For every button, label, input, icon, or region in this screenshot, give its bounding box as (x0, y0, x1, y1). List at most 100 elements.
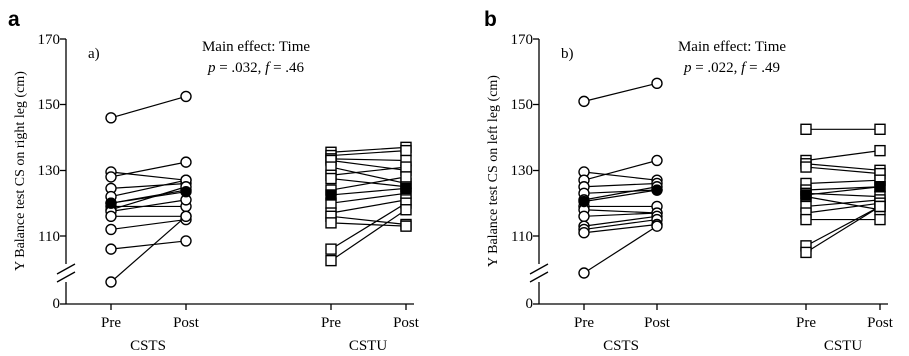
pre-point (105, 243, 117, 255)
group-label: CSTU (824, 338, 863, 354)
post-point (874, 123, 886, 135)
post-point (180, 210, 192, 223)
subject-line (805, 150, 881, 162)
effect-stat: p = .032, f = .46 (207, 60, 305, 76)
panel-a: a a) Main effect: Time p = .032, f = .46… (8, 8, 420, 354)
panel-b: b b) Main effect: Time p = .022, f = .49… (484, 8, 894, 354)
subject-line (805, 186, 881, 191)
subject-line (110, 199, 187, 212)
panel-sublabel: a) (88, 46, 100, 62)
x-tick-label: Pre (574, 315, 594, 331)
post-point (651, 154, 663, 167)
subject-markers (105, 90, 412, 288)
subject-line (583, 215, 658, 227)
subject-line (583, 225, 658, 274)
subject-line (583, 159, 658, 181)
pre-point (325, 217, 337, 229)
subject-lines (583, 82, 881, 274)
group-label: CSTU (349, 338, 388, 354)
subject-line (805, 205, 881, 253)
mean-post-point (651, 184, 663, 196)
x-tick-label: Pre (321, 315, 341, 331)
y-tick-label: 110 (38, 229, 60, 245)
post-point (180, 235, 192, 247)
pre-point (578, 95, 590, 108)
y-tick-label: 150 (511, 97, 534, 113)
y-axis-label: Y Balance test CS on right leg (cm) (13, 71, 28, 271)
x-tick-label: Post (644, 315, 671, 331)
effect-stat-f: f (265, 60, 271, 76)
subject-line (110, 215, 187, 283)
mean-pre-point (800, 189, 812, 201)
pre-point (325, 172, 337, 185)
mean-pre-point (578, 195, 590, 208)
subject-line (330, 177, 407, 188)
axis-break-mark (529, 263, 549, 275)
subject-line (110, 218, 187, 231)
axis-break-mark (56, 271, 76, 283)
subject-line (330, 215, 407, 226)
axis-break-mark (529, 271, 549, 283)
y-tick-label: 0 (526, 296, 534, 312)
subject-line (805, 163, 881, 171)
subject-line (330, 158, 407, 162)
mean-pre-point (325, 189, 337, 201)
effect-stat-f-value: = .49 (745, 60, 780, 76)
pre-point (800, 123, 812, 135)
y-tick-label: 130 (38, 163, 61, 179)
pre-point (105, 171, 117, 183)
post-point (180, 90, 192, 103)
subject-line (330, 192, 407, 204)
pre-point (578, 267, 590, 279)
panel-letter: a (8, 8, 20, 31)
post-point (400, 171, 412, 183)
subject-line (110, 186, 187, 211)
subject-line (805, 199, 881, 208)
subject-line (805, 166, 881, 175)
pre-point (578, 210, 590, 223)
subject-line (583, 186, 658, 201)
effect-title: Main effect: Time (202, 39, 310, 55)
post-point (400, 204, 412, 216)
mean-line (805, 186, 881, 196)
mean-line (583, 189, 658, 203)
post-point (400, 161, 412, 173)
axis-break-mark (56, 263, 76, 275)
pre-point (105, 112, 117, 124)
x-tick-label: Pre (101, 315, 121, 331)
pre-point (105, 223, 117, 236)
effect-stat-p: p (207, 60, 216, 76)
y-tick-label: 170 (511, 32, 534, 48)
pre-point (800, 246, 812, 259)
pre-point (800, 161, 812, 173)
subject-markers (578, 77, 886, 279)
mean-pre-point (105, 197, 117, 209)
effect-stat-p-value: = .032, (215, 60, 265, 76)
subject-line (330, 150, 407, 157)
subject-line (110, 161, 187, 178)
post-point (874, 213, 886, 226)
subject-line (805, 179, 881, 185)
panel-sublabel: b) (561, 46, 574, 62)
subject-line (110, 240, 187, 250)
subject-line (330, 146, 407, 153)
plot-area (105, 90, 412, 288)
post-point (400, 144, 412, 157)
subject-line (583, 212, 658, 217)
effect-stat-p-value: = .022, (691, 60, 741, 76)
subject-line (330, 199, 407, 214)
mean-line (330, 187, 407, 196)
mean-post-point (400, 182, 412, 195)
effect-title: Main effect: Time (678, 39, 786, 55)
mean-post-point (180, 185, 192, 198)
x-tick-label: Post (173, 315, 200, 331)
pre-point (105, 210, 117, 223)
subject-line (330, 166, 407, 185)
subject-line (583, 218, 658, 231)
y-axis-label: Y Balance test CS on left leg (cm) (486, 75, 501, 267)
group-label: CSTS (130, 338, 166, 354)
subject-line (583, 82, 658, 102)
mean-line (110, 191, 187, 204)
subject-line (330, 202, 407, 250)
pre-point (800, 213, 812, 226)
